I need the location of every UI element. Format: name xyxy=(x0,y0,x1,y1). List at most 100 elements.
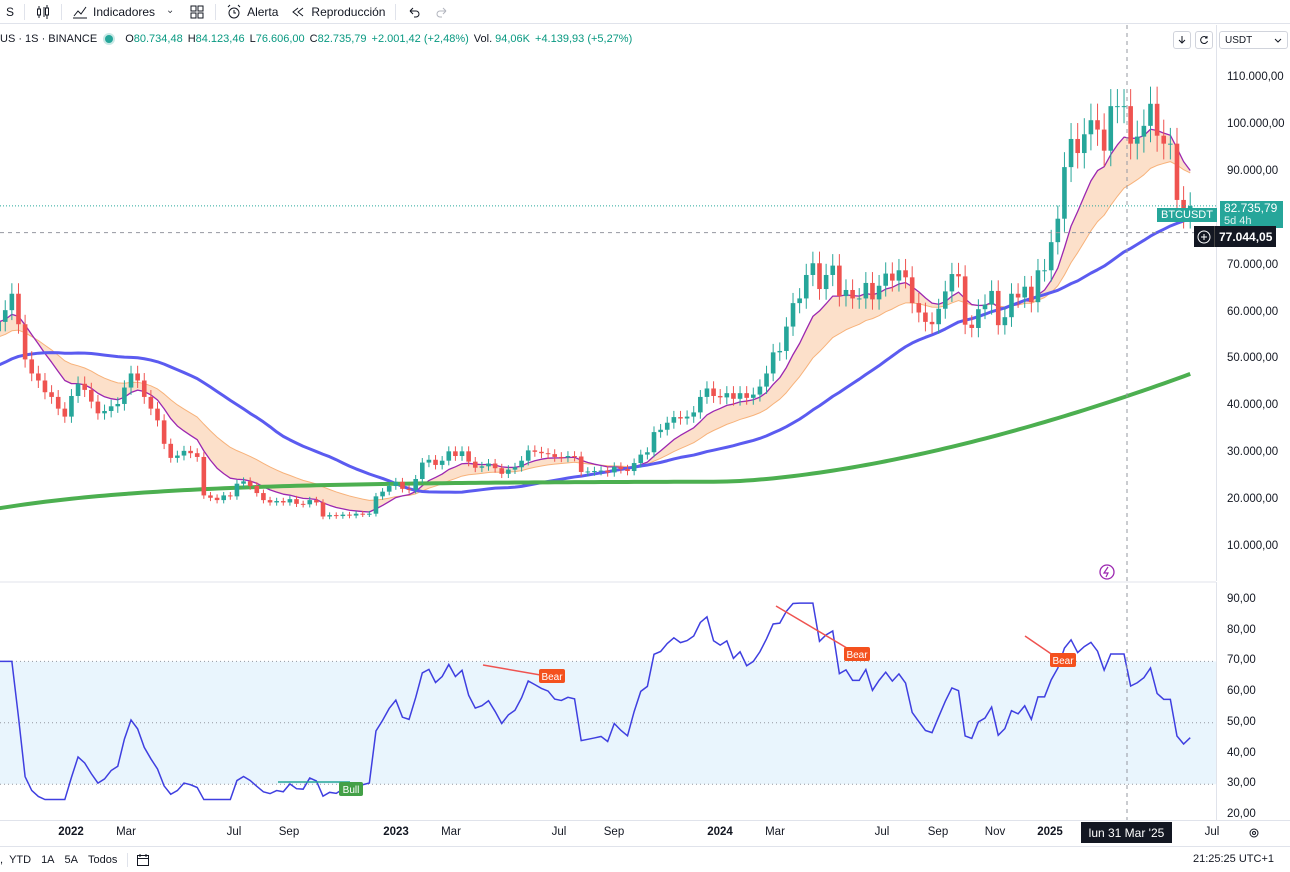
candle-body xyxy=(161,420,167,444)
range-todos[interactable]: Todos xyxy=(88,853,118,866)
legend-symbol[interactable]: US · 1S · BINANCE xyxy=(0,33,98,45)
redo-button[interactable] xyxy=(428,1,456,23)
market-status-dot[interactable] xyxy=(105,35,114,43)
candle-body xyxy=(373,496,379,514)
candle-body xyxy=(532,450,538,452)
candle-body xyxy=(181,450,187,456)
candle-body xyxy=(751,394,756,398)
legend-high-key: H xyxy=(187,33,196,45)
undo-button[interactable] xyxy=(400,1,428,23)
legend-low-key: L xyxy=(249,33,256,45)
candle-body xyxy=(572,456,577,458)
candle-body xyxy=(678,417,683,419)
gear-icon[interactable] xyxy=(1247,826,1261,840)
legend-close: 82.735,79 xyxy=(317,33,367,45)
price-axis-label: 100.000,00 xyxy=(1227,117,1285,130)
chart-type-button[interactable] xyxy=(29,1,57,23)
divergence-label-bg xyxy=(1050,653,1076,667)
candle-body xyxy=(413,478,418,490)
candle-body xyxy=(479,466,485,468)
candle-body xyxy=(102,410,107,414)
candle-body xyxy=(1068,138,1074,168)
candle-body xyxy=(247,481,253,487)
candle-body xyxy=(1042,270,1047,272)
add-alert-plus-button[interactable] xyxy=(1194,226,1215,247)
candle-body xyxy=(486,463,491,467)
candle-body xyxy=(976,309,981,328)
legend-volume: 94,06K xyxy=(495,33,531,45)
range-1a[interactable]: 1A xyxy=(41,853,55,866)
candle-body xyxy=(347,514,352,516)
toolbar-divider xyxy=(215,3,217,20)
candle-body xyxy=(122,387,127,404)
candle-body xyxy=(578,456,584,472)
candle-body xyxy=(188,450,193,454)
candle-body xyxy=(565,456,571,458)
time-axis-label: Jul xyxy=(874,826,890,838)
price-scale[interactable]: 110.000,00100.000,0090.000,0080.000,0070… xyxy=(1216,25,1290,581)
divergence-label-bg xyxy=(339,782,363,796)
candle-body xyxy=(254,486,260,494)
candle-body xyxy=(995,290,1001,326)
candle-body xyxy=(29,359,35,374)
arrow-down-icon xyxy=(1178,36,1186,44)
candle-body xyxy=(307,500,313,505)
candle-body xyxy=(823,274,829,290)
candle-body xyxy=(75,383,81,396)
rsi-scale[interactable]: 90,00 80,00 70,00 60,00 50,00 40,00 30,00 20,00 xyxy=(1216,582,1290,820)
candle-body xyxy=(552,454,557,457)
time-axis[interactable]: Jul 2025 Nov Sep Jul Mar 2024 Sep Jul Mar 2023 Sep J… xyxy=(0,820,1290,844)
rsi-axis-label: 90,00 xyxy=(1227,593,1256,605)
candle-body xyxy=(936,308,941,325)
time-axis-label: Mar xyxy=(765,826,785,838)
symbol-search-button[interactable]: S xyxy=(0,1,20,23)
replay-button[interactable]: Reproducción xyxy=(284,1,391,23)
toolbar-divider xyxy=(61,3,63,20)
currency-select[interactable]: USDT xyxy=(1219,31,1288,49)
candle-body xyxy=(519,460,524,468)
scroll-to-latest-button[interactable] xyxy=(1173,31,1191,49)
range-ytd[interactable]: YTD xyxy=(9,853,32,866)
alert-button[interactable]: Alerta xyxy=(220,1,284,23)
rsi-axis-label: 50,00 xyxy=(1227,715,1256,728)
candle-body xyxy=(1009,293,1014,318)
candle-body xyxy=(1035,270,1041,303)
legend-vol-change: +4.139,93 (+5,27%) xyxy=(535,33,633,45)
candle-body xyxy=(499,468,505,474)
refresh-icon xyxy=(1200,36,1208,45)
candle-body xyxy=(916,303,922,313)
candle-body xyxy=(545,453,551,455)
currency-label: USDT xyxy=(1225,34,1253,46)
candle-body xyxy=(36,373,41,381)
candle-body xyxy=(221,495,226,501)
time-axis-label: 2024 xyxy=(707,826,733,838)
reset-chart-button[interactable] xyxy=(1195,31,1213,49)
candle-body xyxy=(658,429,663,433)
range-5a[interactable]: 5A xyxy=(64,853,78,866)
lightning-icon xyxy=(1102,566,1109,578)
candle-body xyxy=(969,324,975,328)
candle-body xyxy=(314,500,319,503)
candle-body xyxy=(664,422,670,430)
price-tag-symbol: BTCUSDT xyxy=(1157,207,1217,222)
candle-body xyxy=(1154,103,1160,136)
calendar-range-icon[interactable] xyxy=(136,853,150,867)
rsi-axis-label: 40,00 xyxy=(1227,746,1256,759)
candle-body xyxy=(506,469,511,474)
candle-body xyxy=(89,389,94,402)
price-chart[interactable]: Bear Bear Bear Bull xyxy=(0,25,1216,820)
candle-body xyxy=(1048,242,1054,271)
candle-body xyxy=(49,392,54,397)
rewind-icon xyxy=(292,7,304,16)
candle-body xyxy=(214,497,220,501)
candle-body xyxy=(1101,129,1107,151)
indicators-dropdown[interactable] xyxy=(161,1,183,23)
price-axis-label: 40.000,00 xyxy=(1227,399,1279,412)
clock[interactable]: 21:25:25 UTC+1 xyxy=(1192,853,1274,865)
indicators-button[interactable]: Indicadores xyxy=(66,1,161,23)
candle-body xyxy=(108,406,114,411)
candle-body xyxy=(287,499,293,503)
layouts-button[interactable] xyxy=(183,1,211,23)
candle-body xyxy=(261,493,266,501)
range-prev-item[interactable]: , xyxy=(0,853,4,866)
